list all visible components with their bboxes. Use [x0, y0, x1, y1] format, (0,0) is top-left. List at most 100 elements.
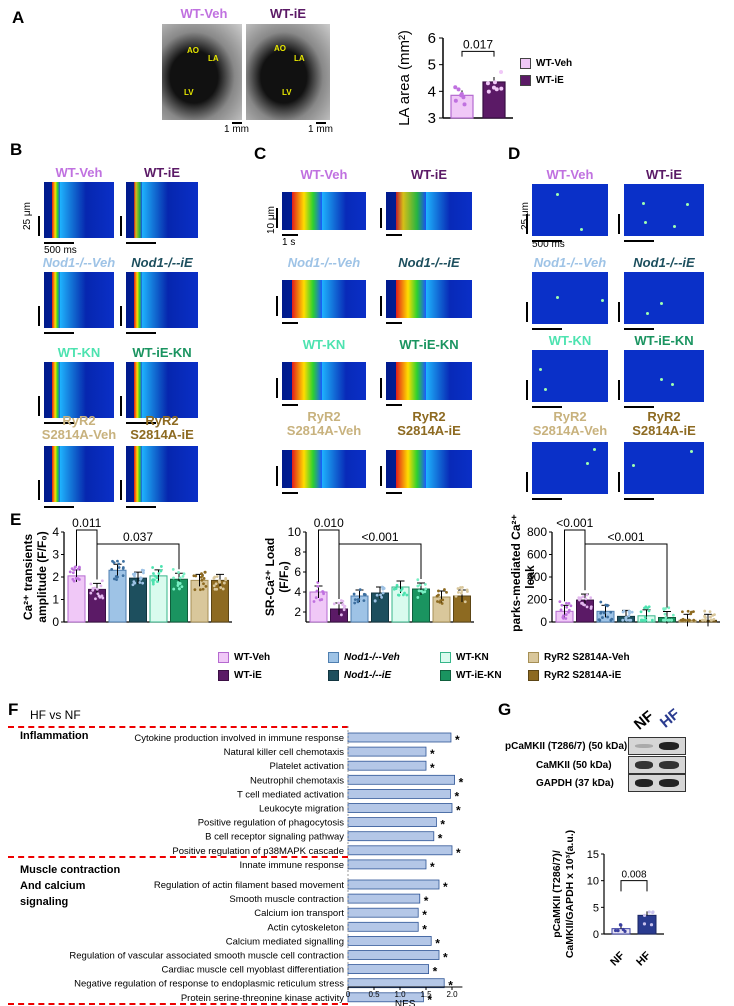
- e-datapoint: [116, 559, 119, 563]
- e-datapoint: [709, 615, 712, 619]
- echo-label-lv: LV: [184, 88, 194, 97]
- e-datapoint: [589, 605, 593, 609]
- gsea-bar: [347, 774, 455, 785]
- e-datapoint: [100, 579, 104, 583]
- e-ytick-label: 3: [52, 548, 59, 562]
- kymograph-c-r1-c1: [386, 280, 472, 318]
- e-datapoint: [159, 565, 163, 568]
- e-datapoint: [681, 617, 685, 621]
- e-datapoint: [159, 569, 163, 572]
- e-legend-item-0: WT-Veh: [218, 652, 270, 663]
- e-datapoint: [89, 591, 93, 595]
- spark-dot: [538, 367, 542, 371]
- e-datapoint: [460, 589, 464, 593]
- e-datapoint: [115, 578, 118, 582]
- e-datapoint: [564, 617, 568, 620]
- e-bar: [67, 575, 86, 623]
- title-b-r3-c1: RyR2 S2814A-iE: [130, 413, 194, 442]
- e-ylabel: Sparks-mediated Ca²⁺: [509, 514, 523, 632]
- g-datapoint: [642, 922, 647, 926]
- calcium-decay: [322, 450, 346, 488]
- e-datapoint: [151, 566, 155, 569]
- e-datapoint: [337, 601, 341, 605]
- scale-bar-vertical-b: [38, 216, 40, 236]
- blot-lane-nf: NF: [630, 707, 658, 734]
- chart-sparks-leak: 0 200 400 600 800 Sparks-mediated Ca²⁺ leak <0.…: [509, 514, 720, 632]
- e-datapoint: [122, 559, 125, 563]
- e-datapoint: [580, 601, 583, 605]
- e-datapoint: [583, 603, 586, 607]
- e-datapoint: [561, 616, 565, 620]
- e-datapoint: [379, 593, 383, 597]
- echo-label-lv-2: LV: [282, 88, 292, 97]
- e-datapoint: [381, 591, 385, 595]
- calcium-band: [396, 362, 426, 400]
- e-datapoint: [416, 596, 420, 599]
- g-datapoint: [616, 929, 620, 933]
- e-datapoint: [95, 587, 99, 591]
- scale-bar-horizontal-d: [532, 498, 562, 500]
- echo-label-ao-2: AO: [274, 44, 286, 53]
- gsea-sig-marker: *: [422, 908, 427, 922]
- e-datapoint: [602, 611, 606, 615]
- e-datapoint: [567, 610, 570, 614]
- calcium-decay: [60, 446, 86, 502]
- e-legend-label: WT-iE: [234, 670, 262, 681]
- e-datapoint: [609, 610, 613, 614]
- panel-c-letter: C: [254, 144, 267, 163]
- g-ylabel: CaMKII/GAPDH x 10³(a.u.): [564, 830, 576, 958]
- la-datapoint: [494, 87, 499, 92]
- spark-dot: [670, 382, 674, 386]
- spark-image-r1-c1: [624, 272, 704, 324]
- gsea-term-label: Negative regulation of response to endop…: [74, 979, 344, 990]
- gsea-sig-marker: *: [459, 775, 464, 789]
- e-datapoint: [199, 588, 202, 592]
- e-datapoint: [646, 606, 649, 610]
- gsea-bar: [347, 817, 437, 827]
- calcium-decay: [142, 182, 168, 238]
- blot-lane-hf: HF: [656, 705, 684, 732]
- e-datapoint: [667, 606, 671, 610]
- g-datapoint: [647, 910, 651, 914]
- chart-ca-transients: 0 1 2 3 4 Ca²⁺ transients amplitude (F/F₀) 0.01…: [21, 516, 232, 629]
- e-legend-label: WT-KN: [456, 652, 489, 663]
- e-legend-label: Nod1-/--iE: [344, 670, 392, 681]
- gsea-term-label: Positive regulation of phagocytosis: [198, 818, 345, 829]
- gsea-bar: [347, 831, 435, 842]
- e-datapoint: [214, 582, 218, 586]
- e-datapoint: [171, 567, 175, 571]
- scale-label-d-y: 25 μm: [520, 202, 531, 230]
- scale-label-b-y: 25 μm: [22, 202, 33, 230]
- calcium-decay: [142, 362, 168, 418]
- e-datapoint: [439, 599, 443, 603]
- calcium-decay: [426, 362, 450, 400]
- scale-bar-vertical-b: [38, 306, 40, 326]
- e-datapoint: [192, 574, 196, 578]
- la-datapoint: [486, 89, 491, 94]
- chart-la-area: 3 4 5 6 LA area (mm²) 0.017: [396, 30, 513, 127]
- e-ylabel: SR-Ca²⁺ Load: [263, 538, 277, 616]
- title-d-r0-c0: WT-Veh: [546, 167, 594, 182]
- calcium-decay: [322, 192, 346, 230]
- title-d-r3-c0: RyR2 S2814A-Veh: [532, 409, 608, 438]
- calcium-decay: [60, 362, 86, 418]
- e-datapoint: [71, 571, 75, 575]
- e-sig-bracket: [76, 529, 98, 580]
- blot-pcamkii: [628, 737, 686, 755]
- spark-dot: [685, 202, 689, 206]
- e-datapoint: [692, 618, 696, 622]
- e-datapoint: [562, 614, 565, 618]
- e-datapoint: [565, 605, 569, 609]
- calcium-band: [292, 192, 322, 230]
- e-datapoint: [627, 614, 631, 618]
- g-ylabel: pCaMKII (T286/7)/: [551, 850, 563, 938]
- e-datapoint: [610, 617, 614, 621]
- title-c-r0-c0: WT-Veh: [300, 167, 348, 182]
- calcium-decay: [142, 272, 168, 328]
- spark-image-r0-c1: [624, 184, 704, 236]
- title-b-r2-c0: WT-KN: [57, 345, 101, 360]
- e-datapoint: [701, 618, 704, 622]
- e-datapoint: [141, 581, 145, 585]
- spark-image-r3-c1: [624, 442, 704, 494]
- scale-bar-horizontal-d: [532, 240, 562, 242]
